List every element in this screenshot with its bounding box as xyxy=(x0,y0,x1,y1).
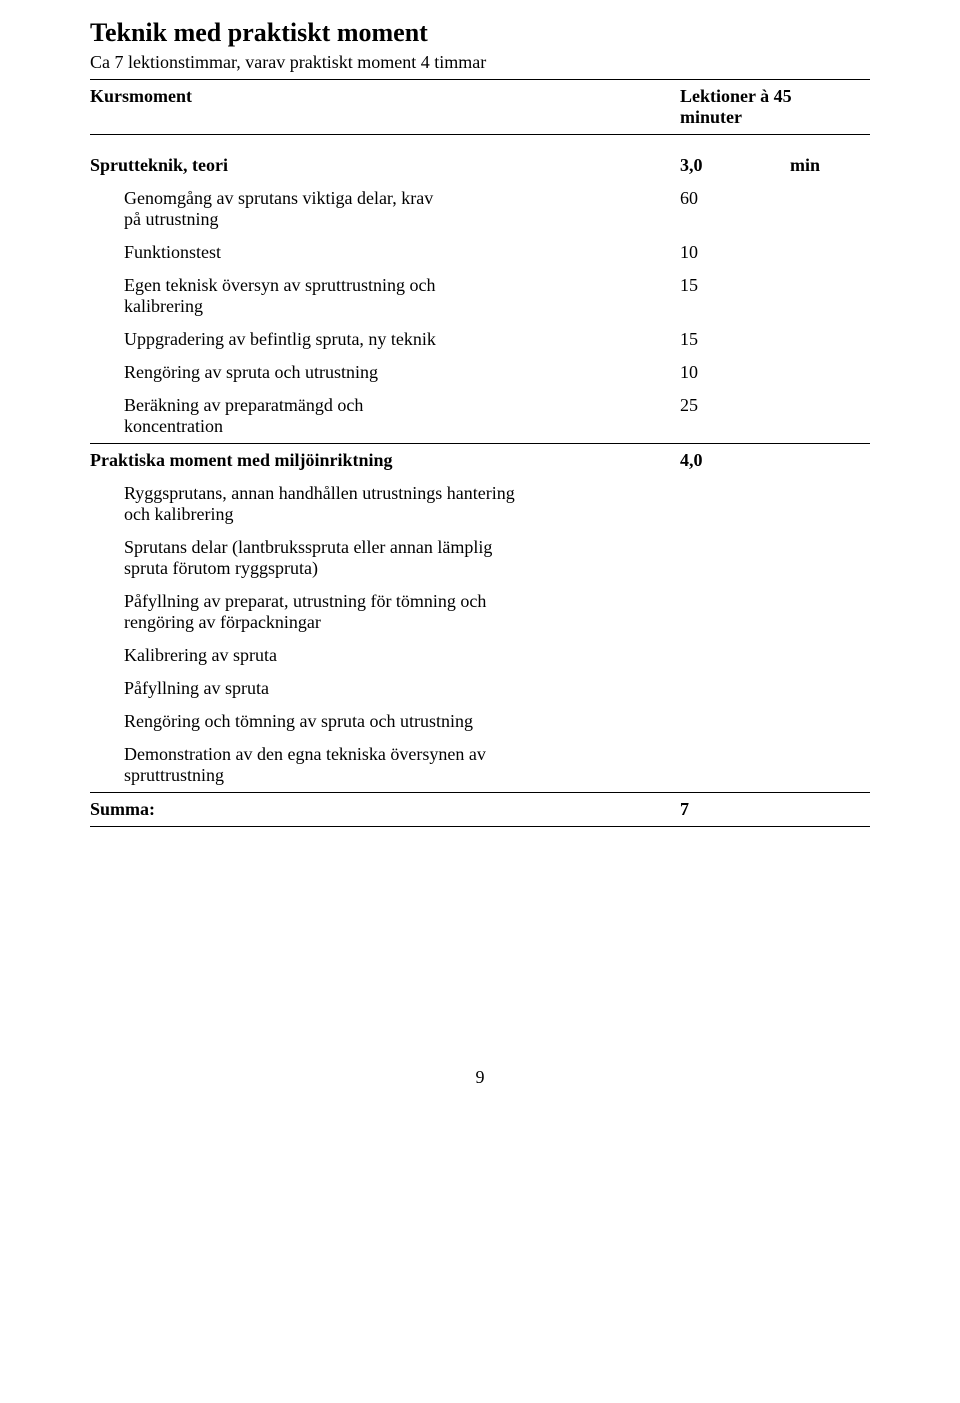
heading-num: 4,0 xyxy=(680,450,790,471)
row-label-line: Kalibrering av spruta xyxy=(124,645,670,666)
row-label-line: Egen teknisk översyn av spruttrustning o… xyxy=(124,275,670,296)
summary-label: Summa: xyxy=(90,799,680,820)
row-label: Uppgradering av befintlig spruta, ny tek… xyxy=(90,329,680,350)
row-label: Funktionstest xyxy=(90,242,680,263)
row-value: 10 xyxy=(680,242,790,263)
row-label: Påfyllning av preparat, utrustning för t… xyxy=(90,591,680,633)
row-label: Genomgång av sprutans viktiga delar, kra… xyxy=(90,188,680,230)
table-row: Rengöring av spruta och utrustning 10 xyxy=(90,356,870,389)
table-row: Egen teknisk översyn av spruttrustning o… xyxy=(90,269,870,323)
table-row: Demonstration av den egna tekniska övers… xyxy=(90,738,870,792)
table-row: Beräkning av preparatmängd och koncentra… xyxy=(90,389,870,443)
table-row: Rengöring och tömning av spruta och utru… xyxy=(90,705,870,738)
table-row: Påfyllning av spruta xyxy=(90,672,870,705)
summary-value: 7 xyxy=(680,799,790,820)
table-row: Kalibrering av spruta xyxy=(90,639,870,672)
summary-row: Summa: 7 xyxy=(90,793,870,826)
row-value: 60 xyxy=(680,188,790,209)
row-label-line: Sprutans delar (lantbruksspruta eller an… xyxy=(124,537,670,558)
doc-subtitle: Ca 7 lektionstimmar, varav praktiskt mom… xyxy=(90,52,870,73)
row-label: Ryggsprutans, annan handhållen utrustnin… xyxy=(90,483,680,525)
row-label: Egen teknisk översyn av spruttrustning o… xyxy=(90,275,680,317)
row-label: Beräkning av preparatmängd och koncentra… xyxy=(90,395,680,437)
heading-num: 3,0 xyxy=(680,155,790,176)
row-label-line: Påfyllning av spruta xyxy=(124,678,670,699)
page-number: 9 xyxy=(90,1067,870,1088)
section-heading: Sprutteknik, teori 3,0 min xyxy=(90,149,870,182)
row-label-line: Demonstration av den egna tekniska övers… xyxy=(124,744,670,765)
heading-label: Praktiska moment med miljöinriktning xyxy=(90,450,680,471)
heading-unit: min xyxy=(790,155,870,176)
row-label-line: koncentration xyxy=(124,416,670,437)
row-label-line: Funktionstest xyxy=(124,242,670,263)
row-label-line: Rengöring och tömning av spruta och utru… xyxy=(124,711,670,732)
table-header-right-line1: Lektioner à 45 xyxy=(680,86,870,107)
heading-label: Sprutteknik, teori xyxy=(90,155,680,176)
row-label: Kalibrering av spruta xyxy=(90,645,680,666)
table-header: Kursmoment Lektioner à 45 minuter xyxy=(90,80,870,134)
row-label: Påfyllning av spruta xyxy=(90,678,680,699)
section-heading: Praktiska moment med miljöinriktning 4,0 xyxy=(90,444,870,477)
row-label-line: rengöring av förpackningar xyxy=(124,612,670,633)
row-value: 25 xyxy=(680,395,790,416)
row-value: 15 xyxy=(680,275,790,296)
row-label: Rengöring och tömning av spruta och utru… xyxy=(90,711,680,732)
summary-row-wrap: Summa: 7 xyxy=(90,793,870,826)
row-label-line: Påfyllning av preparat, utrustning för t… xyxy=(124,591,670,612)
table-header-right: Lektioner à 45 minuter xyxy=(680,86,870,128)
row-label-line: Rengöring av spruta och utrustning xyxy=(124,362,670,383)
table-row: Genomgång av sprutans viktiga delar, kra… xyxy=(90,182,870,236)
row-label-line: spruttrustning xyxy=(124,765,670,786)
table-header-left: Kursmoment xyxy=(90,86,680,128)
section-praktiska: Praktiska moment med miljöinriktning 4,0… xyxy=(90,444,870,792)
row-label-line: spruta förutom ryggspruta) xyxy=(124,558,670,579)
doc-title: Teknik med praktiskt moment xyxy=(90,18,870,48)
row-label-line: och kalibrering xyxy=(124,504,670,525)
row-label-line: Genomgång av sprutans viktiga delar, kra… xyxy=(124,188,670,209)
table-row: Ryggsprutans, annan handhållen utrustnin… xyxy=(90,477,870,531)
table-header-right-line2: minuter xyxy=(680,107,870,128)
table-row: Sprutans delar (lantbruksspruta eller an… xyxy=(90,531,870,585)
row-label-line: Beräkning av preparatmängd och xyxy=(124,395,670,416)
row-label-line: på utrustning xyxy=(124,209,670,230)
section-sprutteknik: Sprutteknik, teori 3,0 min Genomgång av … xyxy=(90,149,870,443)
row-value: 10 xyxy=(680,362,790,383)
divider xyxy=(90,826,870,827)
row-label-line: Ryggsprutans, annan handhållen utrustnin… xyxy=(124,483,670,504)
row-label: Sprutans delar (lantbruksspruta eller an… xyxy=(90,537,680,579)
row-label-line: kalibrering xyxy=(124,296,670,317)
table-row: Påfyllning av preparat, utrustning för t… xyxy=(90,585,870,639)
row-label-line: Uppgradering av befintlig spruta, ny tek… xyxy=(124,329,670,350)
row-value: 15 xyxy=(680,329,790,350)
table-row: Uppgradering av befintlig spruta, ny tek… xyxy=(90,323,870,356)
row-label: Rengöring av spruta och utrustning xyxy=(90,362,680,383)
table-row: Funktionstest 10 xyxy=(90,236,870,269)
row-label: Demonstration av den egna tekniska övers… xyxy=(90,744,680,786)
